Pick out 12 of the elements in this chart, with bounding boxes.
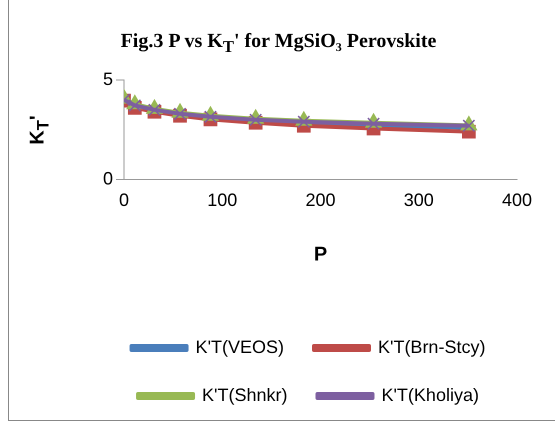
legend-label: K'T(VEOS)	[196, 336, 284, 357]
chart-title: Fig.3 P vs K$_{T}$' for MgSiO₃ Perovskite	[120, 30, 438, 57]
x-tick-label: 0	[119, 190, 130, 210]
legend-label: K'T(Brn-Stcy)	[378, 336, 486, 357]
x-tick-label: 300	[404, 190, 434, 210]
x-tick-label: 200	[305, 190, 336, 210]
legend-label: K'T(Kholiya)	[381, 384, 479, 405]
y-tick-label: 5	[102, 68, 114, 89]
x-tick-label: 400	[502, 190, 532, 210]
x-axis-title: P	[314, 244, 328, 266]
legend-label: K'T(Shnkr)	[202, 384, 288, 405]
x-tick-label: 100	[207, 190, 238, 210]
